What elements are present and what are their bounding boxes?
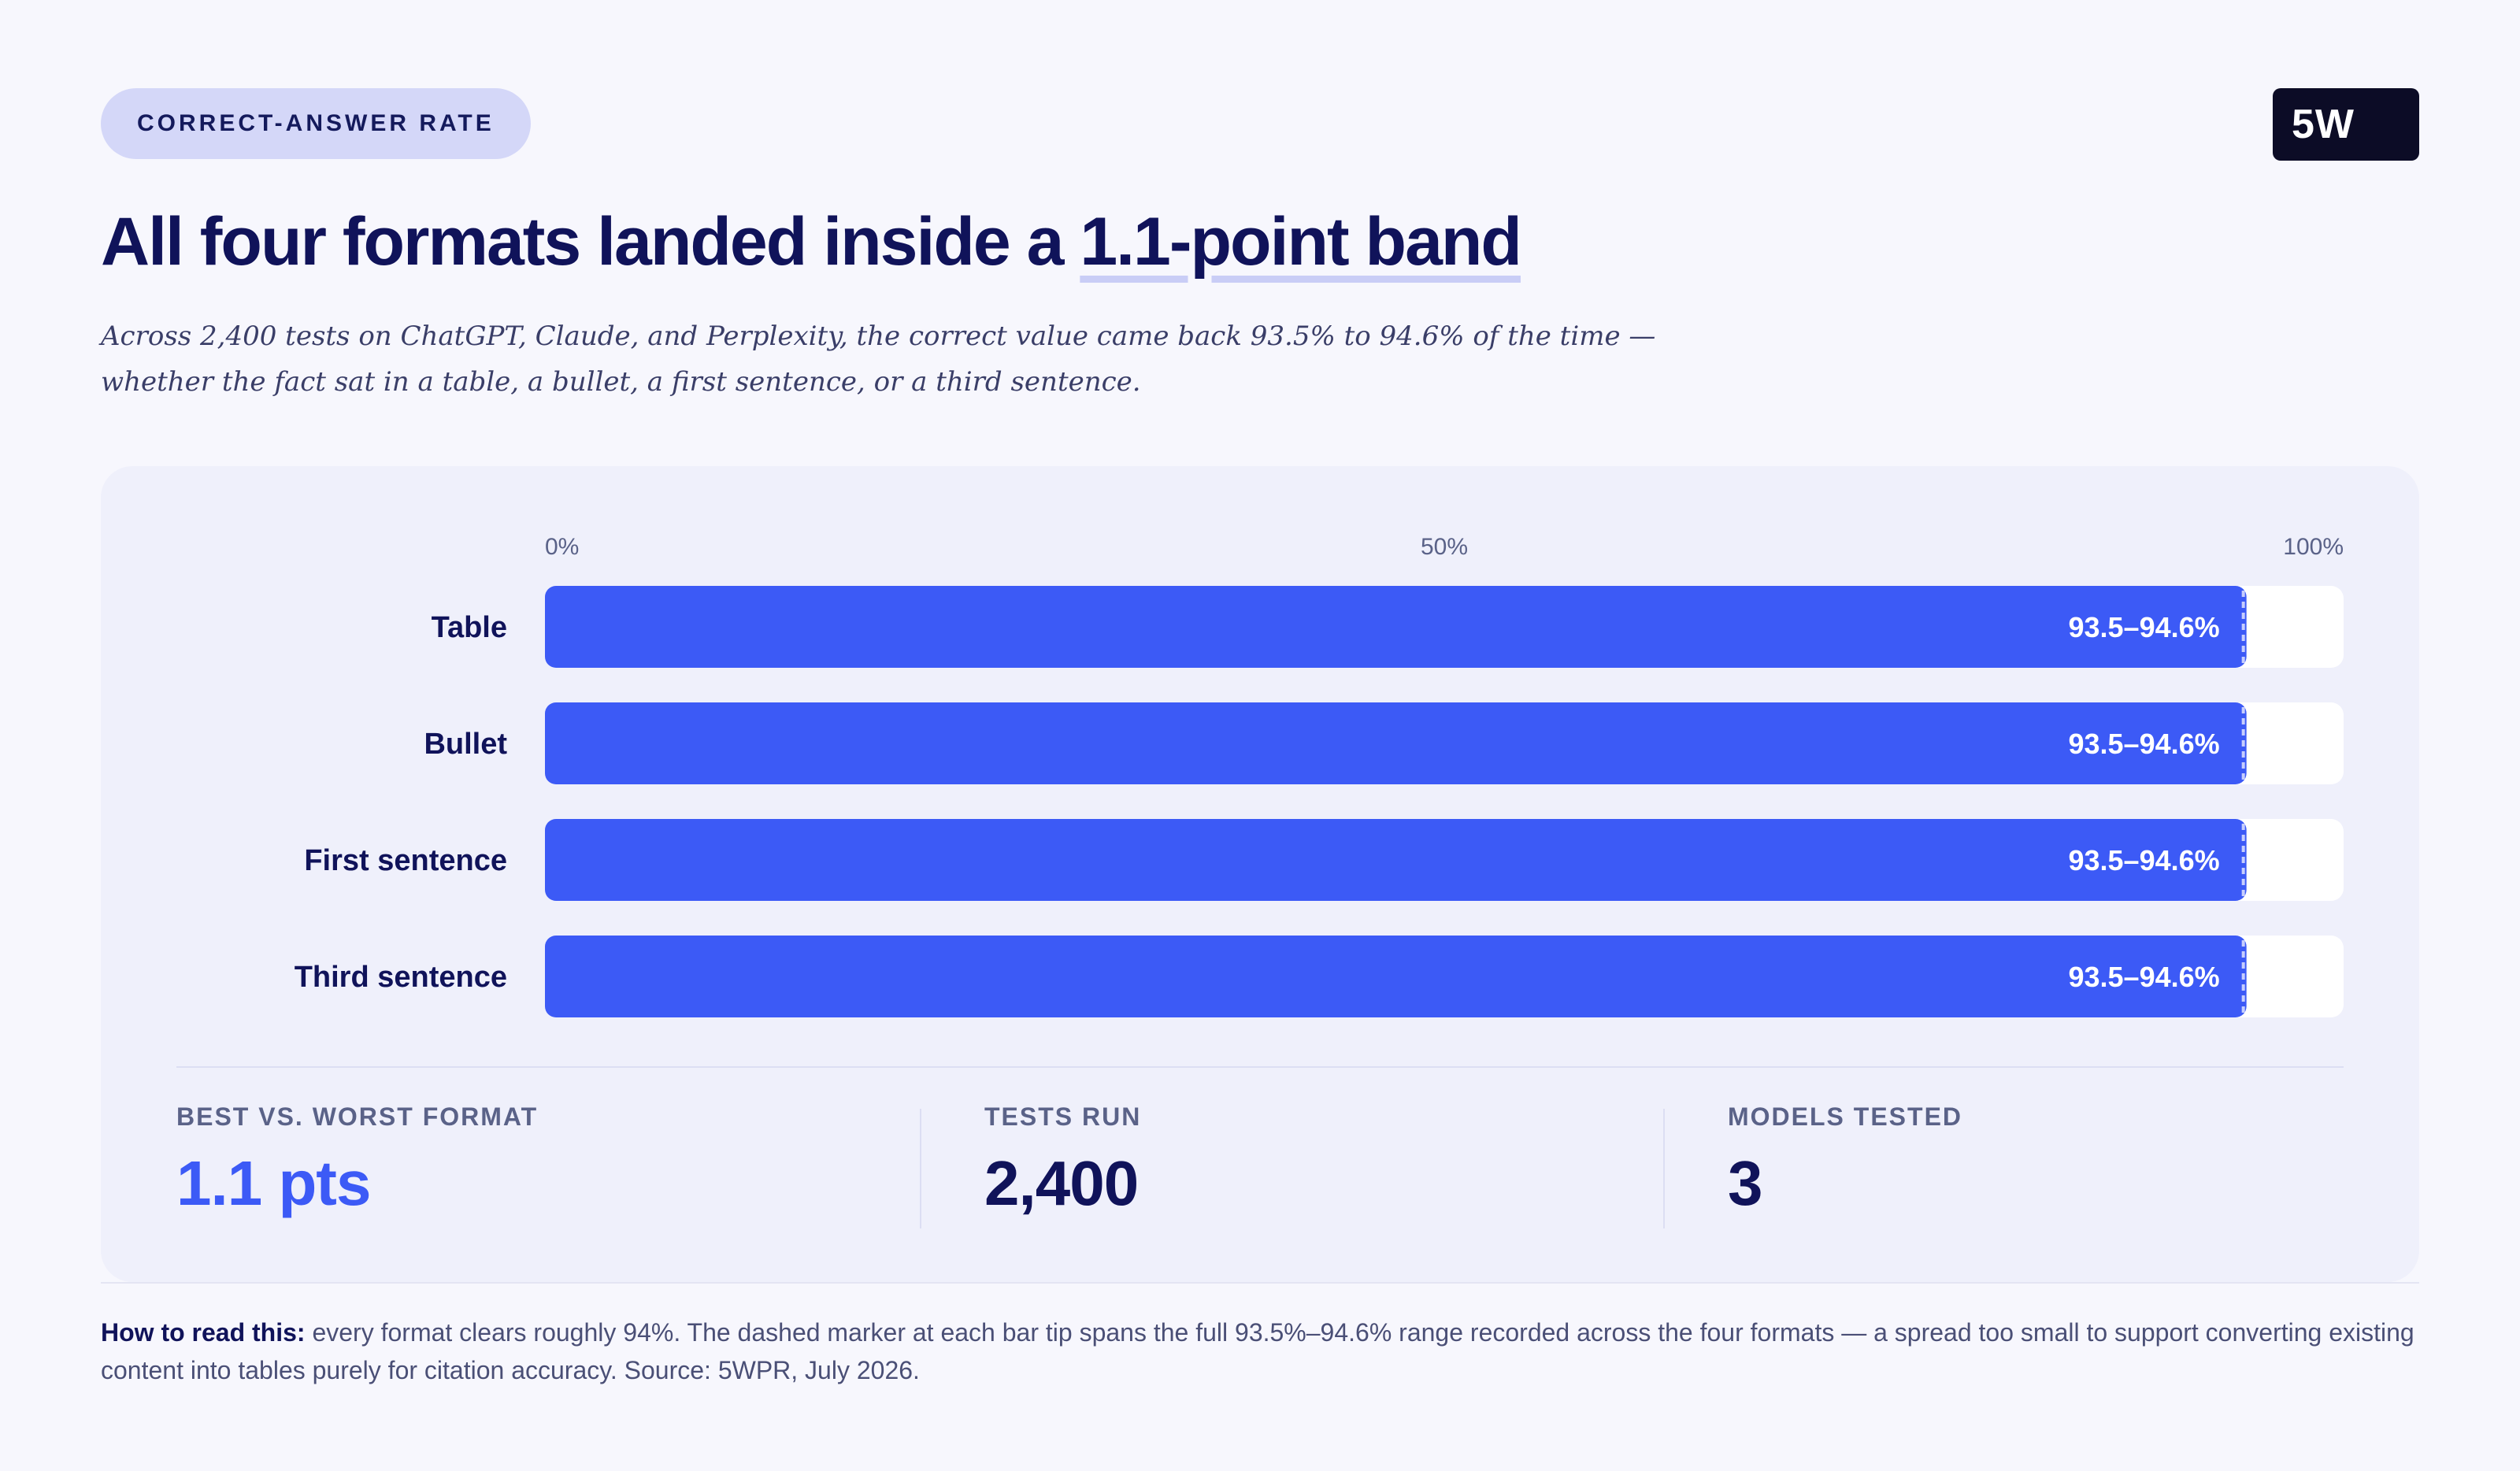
bar-value-label: 93.5–94.6%: [2068, 961, 2219, 993]
category-label: Third sentence: [295, 961, 507, 994]
stat-tests-run: TESTS RUN 2,400: [984, 1102, 1141, 1220]
bar: [545, 586, 2247, 668]
page-subtitle: Across 2,400 tests on ChatGPT, Claude, a…: [101, 321, 1656, 398]
stat-tests-run-value: 2,400: [984, 1148, 1139, 1218]
category-label: Bullet: [424, 728, 507, 761]
stat-separator: [920, 1109, 921, 1228]
x-tick-label: 50%: [1421, 534, 1468, 560]
page-title-prefix: All four formats landed inside a: [101, 204, 1080, 280]
bar-value-label: 93.5–94.6%: [2068, 844, 2219, 876]
stat-models-tested-label: MODELS TESTED: [1728, 1102, 1963, 1131]
bar-value-label: 93.5–94.6%: [2068, 611, 2219, 643]
bar: [545, 702, 2247, 784]
reading-note-body: every format clears roughly 94%. The das…: [101, 1318, 2414, 1384]
bar: [545, 819, 2247, 901]
page-title: All four formats landed inside a 1.1-poi…: [101, 198, 1522, 285]
bar-value-label: 93.5–94.6%: [2068, 728, 2219, 760]
category-badge: CORRECT-ANSWER RATE: [101, 88, 531, 159]
stat-models-tested-value: 3: [1728, 1148, 1763, 1218]
reading-note-lead: How to read this:: [101, 1318, 306, 1347]
stat-spread-label: BEST VS. WORST FORMAT: [176, 1102, 539, 1131]
stats-divider: [176, 1066, 2344, 1068]
stat-separator: [1663, 1109, 1665, 1228]
reading-note: How to read this: every format clears ro…: [101, 1314, 2416, 1389]
stat-tests-run-label: TESTS RUN: [984, 1102, 1142, 1131]
x-tick-label: 0%: [545, 534, 579, 560]
category-label: Table: [432, 611, 507, 644]
x-tick-label: 100%: [2283, 534, 2344, 560]
stat-models-tested: MODELS TESTED 3: [1728, 1102, 1962, 1220]
chart-card: 0% 50% 100% Table 93.5–94.6% Bullet 93.5–94.6%…: [101, 466, 2419, 1282]
brand-logo-text: 5W: [2292, 102, 2355, 147]
category-label: First sentence: [304, 844, 507, 877]
stat-spread: BEST VS. WORST FORMAT 1.1 pts: [176, 1102, 538, 1220]
brand-logo: 5W: [2273, 88, 2419, 161]
footer-rule: [101, 1282, 2419, 1284]
stat-spread-value: 1.1 pts: [176, 1148, 371, 1218]
category-badge-label: CORRECT-ANSWER RATE: [137, 110, 495, 136]
bar: [545, 936, 2247, 1017]
page-title-highlight: 1.1-point band: [1080, 204, 1522, 280]
bar-chart: 0% 50% 100% Table 93.5–94.6% Bullet 93.5–94.6%…: [295, 534, 2344, 1017]
